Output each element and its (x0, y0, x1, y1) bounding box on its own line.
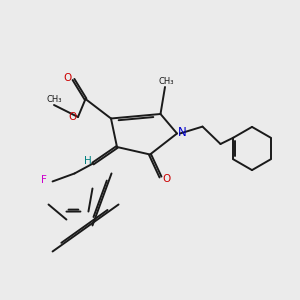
Text: O: O (63, 73, 72, 83)
Text: F: F (41, 175, 47, 185)
Text: CH₃: CH₃ (159, 76, 174, 85)
Text: O: O (68, 112, 77, 122)
Text: H: H (84, 156, 92, 166)
Text: CH₃: CH₃ (46, 95, 62, 104)
Text: O: O (162, 173, 171, 184)
Text: N: N (178, 125, 187, 139)
